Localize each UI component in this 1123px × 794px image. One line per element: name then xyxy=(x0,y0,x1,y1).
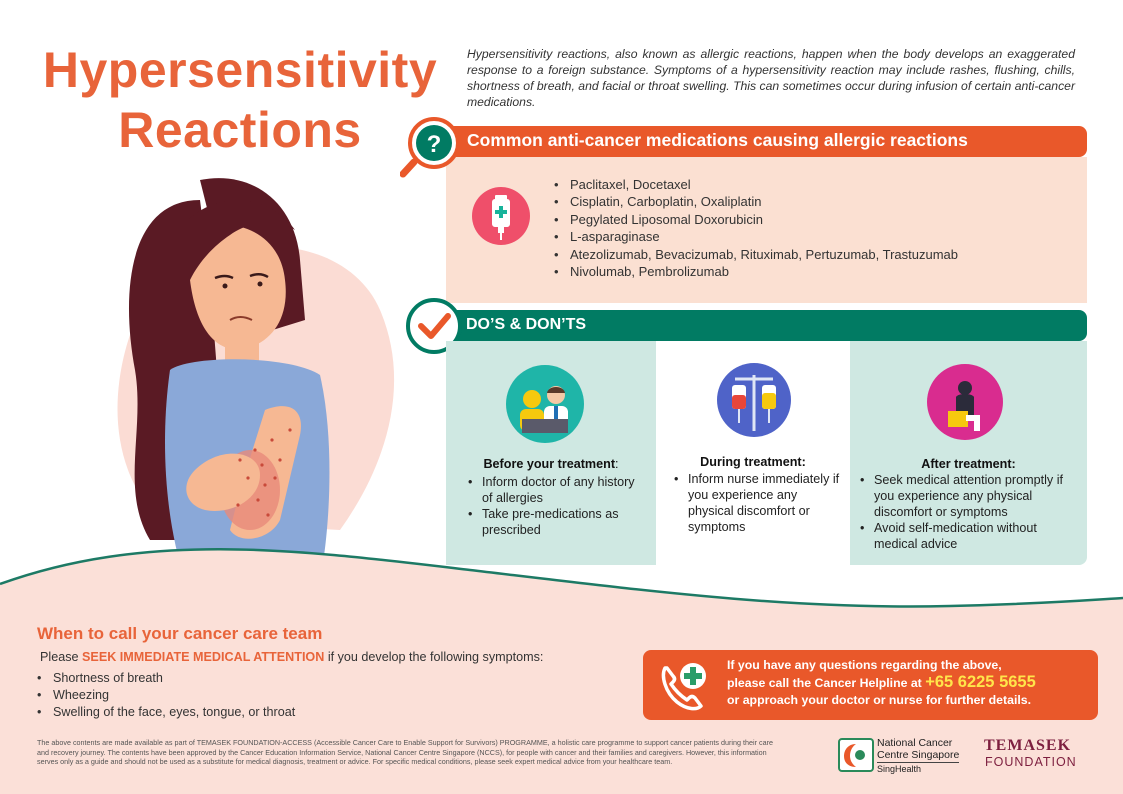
helpline-text: If you have any questions regarding the … xyxy=(727,658,1036,707)
iv-drip-stand-icon xyxy=(717,363,791,437)
temasek-logo-name: TEMASEK xyxy=(984,737,1072,754)
helpline-number: +65 6225 5655 xyxy=(925,673,1036,691)
title-line-1: Hypersensitivity xyxy=(42,42,438,98)
svg-text:?: ? xyxy=(427,131,442,158)
question-magnifier-icon: ? xyxy=(400,117,460,178)
list-item: Nivolumab, Pembrolizumab xyxy=(554,263,958,280)
phone-plus-icon xyxy=(661,663,706,711)
list-item: Paclitaxel, Docetaxel xyxy=(554,176,958,193)
title-line-2: Reactions xyxy=(118,102,362,158)
list-item: Take pre-medications as prescribed xyxy=(468,506,643,538)
before-list: Inform doctor of any history of allergie… xyxy=(468,474,643,538)
during-heading: During treatment: xyxy=(700,455,806,469)
page-title: Hypersensitivity Reactions xyxy=(30,40,450,160)
disclaimer-text: The above contents are made available as… xyxy=(37,738,773,767)
list-item: Pegylated Liposomal Doxorubicin xyxy=(554,211,958,228)
after-list: Seek medical attention promptly if you e… xyxy=(860,472,1082,552)
helpline-box xyxy=(643,650,1098,720)
during-treatment-column: During treatment: Inform nurse immediate… xyxy=(656,341,850,565)
dos-donts-header-bar xyxy=(446,310,1087,341)
list-item: Wheezing xyxy=(37,687,295,704)
call-team-title: When to call your cancer care team xyxy=(37,624,323,643)
medications-header-bar xyxy=(446,126,1087,157)
doctor-consultation-icon xyxy=(506,365,584,443)
seek-attention-highlight: SEEK IMMEDIATE MEDICAL ATTENTION xyxy=(82,650,325,664)
before-heading: Before your treatment: xyxy=(483,457,619,471)
unwell-patient-icon xyxy=(927,364,1003,440)
list-item: Cisplatin, Carboplatin, Oxaliplatin xyxy=(554,193,958,210)
after-treatment-column: After treatment: Seek medical attention … xyxy=(850,341,1087,565)
bottom-wave-background xyxy=(0,548,1123,794)
nccs-logo-text: National Cancer Centre Singapore SingHea… xyxy=(877,737,960,774)
woman-with-rash-illustration xyxy=(117,178,395,580)
list-item: Seek medical attention promptly if you e… xyxy=(860,472,1082,520)
list-item: Avoid self-medication without medical ad… xyxy=(860,520,1082,552)
before-treatment-column: Before your treatment: Inform doctor of … xyxy=(446,341,656,565)
after-heading: After treatment: xyxy=(921,457,1016,471)
list-item: Shortness of breath xyxy=(37,670,295,687)
list-item: Atezolizumab, Bevacizumab, Rituximab, Pe… xyxy=(554,246,958,263)
iv-drip-bag-icon xyxy=(472,187,530,245)
list-item: Inform nurse immediately if you experien… xyxy=(674,471,844,535)
checkmark-icon xyxy=(406,298,462,354)
medications-list: Paclitaxel, Docetaxel Cisplatin, Carbopl… xyxy=(554,176,958,280)
list-item: Swelling of the face, eyes, tongue, or t… xyxy=(37,704,295,721)
symptoms-list: Shortness of breath Wheezing Swelling of… xyxy=(37,670,295,721)
list-item: Inform doctor of any history of allergie… xyxy=(468,474,643,506)
call-team-subtitle: Please SEEK IMMEDIATE MEDICAL ATTENTION … xyxy=(40,650,544,664)
during-list: Inform nurse immediately if you experien… xyxy=(674,471,844,535)
temasek-logo-sub: FOUNDATION xyxy=(985,755,1077,769)
intro-paragraph: Hypersensitivity reactions, also known a… xyxy=(467,47,1075,109)
list-item: L-asparaginase xyxy=(554,228,958,245)
nccs-logo-icon xyxy=(838,738,874,772)
dos-donts-title: DO’S & DON’TS xyxy=(466,316,587,333)
medications-title: Common anti-cancer medications causing a… xyxy=(467,130,968,150)
